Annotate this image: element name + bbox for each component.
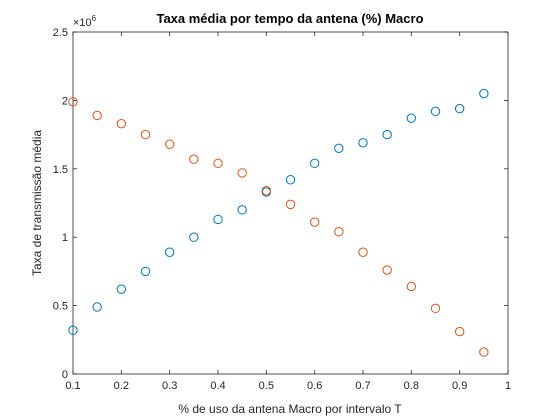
x-tick-label: 0.9: [452, 380, 467, 392]
plot-background: [73, 32, 508, 374]
x-tick-label: 0.3: [162, 380, 177, 392]
data-point: [189, 232, 199, 242]
data-point: [285, 199, 296, 210]
data-point: [164, 247, 175, 257]
data-point: [116, 284, 127, 294]
y-axis-label: Taxa de transmissão média: [30, 130, 44, 276]
data-point: [237, 168, 247, 178]
series-1: [68, 88, 489, 335]
data-point: [68, 97, 78, 107]
y-tick-label: 2: [62, 95, 68, 107]
data-point: [358, 247, 368, 257]
y-tick-label: 1: [62, 232, 68, 244]
data-point: [382, 265, 392, 275]
data-point: [92, 302, 102, 312]
data-point: [140, 129, 151, 140]
data-point: [430, 106, 441, 117]
data-point: [92, 110, 102, 121]
data-point: [382, 129, 392, 140]
y-tick-label: 0: [62, 369, 68, 381]
data-point: [68, 325, 78, 335]
tick-labels: 0.1 0.2 0.3 0.4 0.5 0.6 0.7 0.8 0.9 1 0 0.5 1 1.5 2 2.5: [53, 27, 511, 392]
x-tick-label: 1: [505, 380, 511, 392]
plot-frame: [72, 31, 509, 375]
data-point: [430, 303, 441, 314]
data-point: [261, 185, 272, 196]
data-points: [68, 88, 489, 357]
data-point: [164, 139, 175, 149]
y-exponent-base: ×10: [73, 17, 92, 29]
data-point: [213, 214, 223, 225]
y-tick-label: 1.5: [53, 164, 68, 176]
data-point: [309, 217, 320, 227]
data-point: [479, 88, 489, 99]
series-2: [68, 97, 489, 357]
data-point: [334, 227, 344, 237]
x-tick-label: 0.2: [114, 380, 129, 392]
x-tick-label: 0.1: [65, 380, 80, 392]
data-point: [237, 205, 247, 215]
data-point: [479, 347, 489, 357]
axes: [72, 31, 509, 375]
data-point: [334, 143, 344, 153]
x-tick-label: 0.8: [404, 380, 419, 392]
data-point: [454, 103, 465, 114]
y-exponent-power: 6: [92, 14, 97, 23]
y-tick-label: 0.5: [53, 301, 68, 313]
x-tick-label: 0.4: [210, 380, 225, 392]
data-point: [358, 138, 368, 148]
x-axis-label: % de uso da antena Macro por intervalo T: [178, 402, 402, 416]
chart-title: Taxa média por tempo da antena (%) Macro: [156, 11, 423, 26]
x-tick-label: 0.7: [355, 380, 370, 392]
data-point: [285, 175, 296, 185]
data-point: [406, 113, 417, 123]
data-point: [309, 158, 320, 169]
data-point: [189, 154, 199, 164]
y-exponent-label: ×106: [73, 14, 97, 29]
data-point: [116, 118, 127, 129]
data-point: [454, 326, 465, 337]
y-tick-label: 2.5: [53, 27, 68, 39]
x-tick-label: 0.6: [307, 380, 322, 392]
data-point: [213, 158, 223, 169]
x-tick-label: 0.5: [259, 380, 274, 392]
data-point: [406, 281, 417, 292]
data-point: [140, 266, 151, 277]
